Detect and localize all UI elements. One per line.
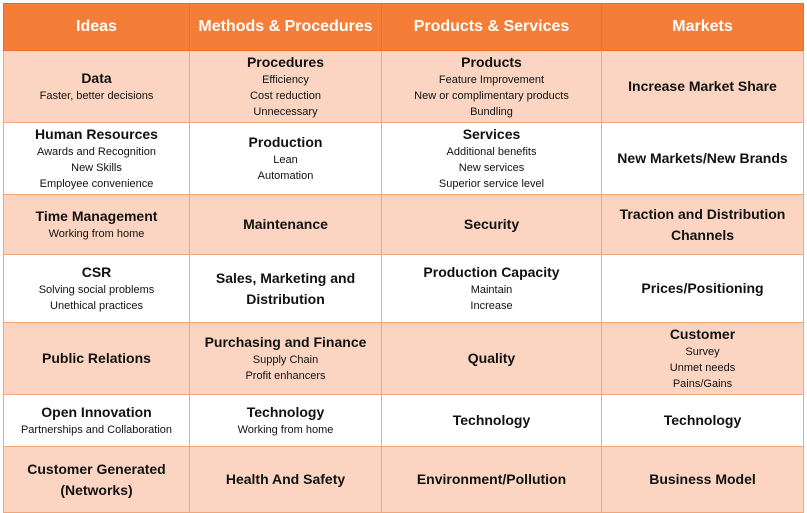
cell-item: Automation (257, 170, 314, 182)
cell-products: Security (381, 194, 602, 255)
cell-title: Production Capacity (423, 264, 560, 280)
innovation-table: Ideas Methods & Procedures Products & Se… (3, 3, 804, 513)
cell-item: Solving social problems (38, 284, 155, 296)
cell-item: Working from home (48, 228, 145, 240)
cell-item: Additional benefits (446, 146, 537, 158)
cell-item: Bundling (470, 106, 513, 118)
cell-markets: Prices/Positioning (601, 254, 804, 323)
cell-item: Awards and Recognition (36, 146, 157, 158)
header-products-services: Products & Services (381, 3, 602, 51)
table-row: CSR Solving social problems Unethical prac… (3, 254, 804, 323)
table-row: Data Faster, better decisions Procedures Ef… (3, 50, 804, 123)
cell-markets: Customer Survey Unmet needs Pains/Gains (601, 322, 804, 395)
cell-item: Maintain (470, 284, 513, 296)
cell-item: Increase (470, 300, 513, 312)
cell-methods: Maintenance (189, 194, 382, 255)
cell-item: Faster, better decisions (39, 90, 154, 102)
cell-title: Traction and Distribution Channels (619, 205, 786, 243)
cell-title: Time Management (35, 208, 158, 224)
cell-item: Survey (685, 346, 720, 358)
cell-title: Security (463, 216, 520, 232)
header-methods-procedures: Methods & Procedures (189, 3, 382, 51)
cell-item: Unnecessary (253, 106, 318, 118)
cell-methods: Purchasing and Finance Supply Chain Profit… (189, 322, 382, 395)
cell-item: Employee convenience (39, 178, 154, 190)
cell-title: Services (462, 126, 521, 142)
cell-methods: Production Lean Automation (189, 122, 382, 195)
cell-title: Purchasing and Finance (204, 334, 367, 350)
cell-title: Technology (452, 412, 531, 428)
cell-title: Customer Generated (Networks) (27, 460, 166, 498)
header-ideas: Ideas (3, 3, 190, 51)
table-row: Time Management Working from home Maintena… (3, 194, 804, 255)
cell-title: Environment/Pollution (416, 471, 567, 487)
cell-title: Human Resources (35, 126, 158, 142)
cell-item: Lean (273, 154, 298, 166)
header-markets: Markets (601, 3, 804, 51)
cell-item: Cost reduction (250, 90, 321, 102)
cell-markets: New Markets/New Brands (601, 122, 804, 195)
table-row: Public Relations Purchasing and Finance Su… (3, 322, 804, 395)
cell-title: Business Model (649, 471, 756, 487)
table-row: Open Innovation Partnerships and Collabor… (3, 394, 804, 447)
cell-title: Products (461, 54, 522, 70)
cell-item: Profit enhancers (245, 370, 326, 382)
cell-item: Feature Improvement (438, 74, 545, 86)
cell-item: Supply Chain (252, 354, 319, 366)
cell-title: Quality (467, 350, 516, 366)
cell-title: Sales, Marketing and Distribution (215, 269, 356, 307)
cell-item: New Skills (71, 162, 122, 174)
cell-ideas: Open Innovation Partnerships and Collabor… (3, 394, 190, 447)
cell-markets: Technology (601, 394, 804, 447)
cell-title: Prices/Positioning (641, 280, 764, 296)
cell-item: Partnerships and Collaboration (20, 424, 173, 436)
cell-products: Quality (381, 322, 602, 395)
cell-title: New Markets/New Brands (617, 150, 788, 166)
cell-item: New or complimentary products (414, 90, 569, 102)
cell-item: Working from home (237, 424, 334, 436)
cell-methods: Procedures Efficiency Cost reduction Unnece… (189, 50, 382, 123)
cell-markets: Business Model (601, 446, 804, 513)
cell-ideas: Time Management Working from home (3, 194, 190, 255)
cell-title: Technology (663, 412, 742, 428)
cell-products: Environment/Pollution (381, 446, 602, 513)
cell-ideas: Public Relations (3, 322, 190, 395)
cell-ideas: CSR Solving social problems Unethical prac… (3, 254, 190, 323)
cell-methods: Health And Safety (189, 446, 382, 513)
header-row: Ideas Methods & Procedures Products & Se… (3, 3, 804, 51)
cell-item: Superior service level (438, 178, 545, 190)
cell-ideas: Human Resources Awards and Recognition New… (3, 122, 190, 195)
table-row: Customer Generated (Networks) Health And … (3, 446, 804, 513)
cell-title: Open Innovation (41, 404, 152, 420)
cell-ideas: Data Faster, better decisions (3, 50, 190, 123)
cell-title: Procedures (246, 54, 325, 70)
cell-products: Products Feature Improvement New or compli… (381, 50, 602, 123)
cell-title: Customer (669, 326, 736, 342)
cell-title: Health And Safety (225, 471, 346, 487)
cell-item: Efficiency (262, 74, 309, 86)
cell-item: Unethical practices (50, 300, 143, 312)
cell-products: Technology (381, 394, 602, 447)
cell-title: Increase Market Share (628, 78, 777, 94)
cell-title: Public Relations (42, 350, 151, 366)
cell-item: Pains/Gains (672, 378, 733, 390)
cell-title: Production (248, 134, 323, 150)
cell-products: Services Additional benefits New services S… (381, 122, 602, 195)
cell-methods: Sales, Marketing and Distribution (189, 254, 382, 323)
table-row: Human Resources Awards and Recognition New… (3, 122, 804, 195)
cell-methods: Technology Working from home (189, 394, 382, 447)
cell-item: Unmet needs (669, 362, 736, 374)
innovation-matrix: Ideas Methods & Procedures Products & Se… (3, 3, 804, 513)
cell-title: Technology (246, 404, 325, 420)
cell-item: New services (458, 162, 525, 174)
cell-markets: Increase Market Share (601, 50, 804, 123)
cell-markets: Traction and Distribution Channels (601, 194, 804, 255)
cell-products: Production Capacity Maintain Increase (381, 254, 602, 323)
cell-title: Maintenance (243, 216, 328, 232)
cell-title: CSR (81, 264, 112, 280)
cell-title: Data (81, 70, 112, 86)
cell-ideas: Customer Generated (Networks) (3, 446, 190, 513)
